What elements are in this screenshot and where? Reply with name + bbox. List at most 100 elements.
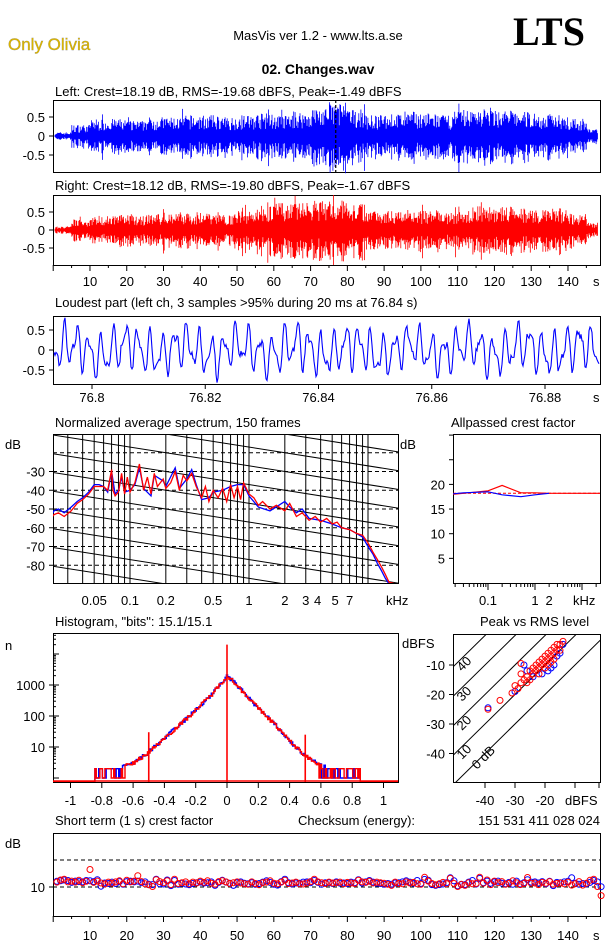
crest-point-left xyxy=(597,883,605,891)
crest-point-right xyxy=(597,892,605,900)
crest-point-right xyxy=(226,880,234,887)
time-axis-label: 70 xyxy=(303,274,317,289)
crest-line-label: 30 xyxy=(454,683,475,704)
peak-rms-ytick-label: -30 xyxy=(426,717,445,732)
crest-point-right xyxy=(53,878,61,886)
spectrum-xtick-label: 4 xyxy=(314,593,321,608)
album-title: Only Olivia xyxy=(8,35,91,54)
spectrum-xtick-label: 0.1 xyxy=(121,593,139,608)
loudest-part-signal xyxy=(53,317,600,383)
histogram-box xyxy=(53,633,399,783)
spectrum-pink-reference-line xyxy=(47,640,399,695)
crest-point-right xyxy=(64,878,72,886)
right-waveform-ytick-label: -0.5 xyxy=(23,241,45,256)
spectrum-ytick-label: -30 xyxy=(26,465,45,480)
crest-point-right xyxy=(354,876,362,884)
crest-point-right xyxy=(549,880,557,888)
crest-point-right xyxy=(266,877,274,885)
crest-point-left xyxy=(156,880,164,888)
time-axis-label: 120 xyxy=(484,274,506,289)
histogram-xtick-label: 1 xyxy=(380,793,387,808)
crest-point-right xyxy=(193,879,201,887)
crest-point-right xyxy=(527,879,535,887)
spectrum-ytick-label: -70 xyxy=(26,540,45,555)
time-axis-label: 30 xyxy=(156,274,170,289)
crest-point-right xyxy=(365,877,373,885)
crest-point-right xyxy=(104,878,112,886)
peak-rms-xtick-label: -40 xyxy=(476,793,495,808)
histogram-ytick-label: 1000 xyxy=(16,678,45,693)
time-axis-label: 140 xyxy=(557,274,579,289)
crest-point-right xyxy=(509,877,517,885)
crest-point-right xyxy=(215,878,223,886)
peak-rms-xtick-label: -20 xyxy=(536,793,555,808)
crest-axis-label: 20 xyxy=(120,928,134,943)
crest-point-right xyxy=(307,878,315,886)
histogram-xtick-label: -0.4 xyxy=(153,793,175,808)
crest-point-right xyxy=(237,879,245,887)
time-axis-label: 50 xyxy=(230,274,244,289)
loudest-part-ytick-label: 0.5 xyxy=(27,323,45,338)
crest-point-right xyxy=(178,879,186,887)
time-axis-label: 110 xyxy=(447,274,468,289)
crest-point-right xyxy=(57,876,65,884)
allpassed-ytick-label: 10 xyxy=(431,527,445,542)
crest-point-left xyxy=(524,876,531,884)
crest-point-right xyxy=(182,878,190,886)
crest-point-right xyxy=(340,880,348,888)
crest-point-right xyxy=(68,877,76,885)
crest-point-right xyxy=(391,878,399,886)
crest-point-right xyxy=(222,878,230,886)
time-axis-label: 60 xyxy=(267,274,281,289)
crest-point-right xyxy=(476,873,484,881)
crest-point-right xyxy=(369,879,377,887)
crest-point-right xyxy=(395,880,403,887)
crest-axis-label: 120 xyxy=(484,928,506,943)
crest-point-right xyxy=(259,879,267,887)
peak-rms-point-right xyxy=(517,670,525,678)
apclip-group xyxy=(453,484,600,498)
crest-point-right xyxy=(377,879,384,887)
peak-rms-ytick-label: -40 xyxy=(426,747,445,762)
crest-point-right xyxy=(244,880,252,888)
crest-point-right xyxy=(189,878,197,886)
allpassed-xtick-label: 2 xyxy=(546,593,553,608)
crest-point-right xyxy=(82,877,90,885)
spectrum-pink-reference-line xyxy=(47,622,399,677)
crest-point-right xyxy=(71,878,79,886)
crest-point-right xyxy=(443,880,451,888)
crest-point-right xyxy=(240,880,248,888)
histogram-series-left xyxy=(53,674,398,782)
crest-point-right xyxy=(424,877,432,885)
spectrum-pink-reference-line xyxy=(47,678,399,733)
crest-point-right xyxy=(446,874,454,882)
crest-point-right xyxy=(468,880,476,888)
checksum-label: Checksum (energy): xyxy=(298,813,415,828)
crest-point-right xyxy=(373,878,381,886)
crest-point-left xyxy=(149,881,156,889)
crest-axis-label: 110 xyxy=(447,928,468,943)
crest-title: Short term (1 s) crest factor xyxy=(55,813,214,828)
crest-point-right xyxy=(520,880,528,887)
crest-point-right xyxy=(553,880,561,887)
crest-point-right xyxy=(112,878,120,886)
histogram-xtick-label: 0.6 xyxy=(312,793,330,808)
crest-point-left xyxy=(204,879,212,887)
crest-point-right xyxy=(483,876,491,884)
crest-point-left xyxy=(399,878,406,886)
crest-point-right xyxy=(358,878,366,886)
crest-line-label: 0 dB xyxy=(469,743,499,773)
crest-point-right xyxy=(435,880,443,888)
loudest-part-title: Loudest part (left ch, 3 samples >95% du… xyxy=(55,295,417,310)
crest-axis-label: 50 xyxy=(230,928,244,943)
left-waveform-box xyxy=(53,100,601,173)
right-waveform-ytick-label: 0 xyxy=(38,223,45,238)
checksum-value: 151 531 411 028 024 xyxy=(478,813,600,828)
crest-point-right xyxy=(285,880,292,887)
crest-point-right xyxy=(90,878,98,886)
spectrum-pink-reference-line xyxy=(47,659,399,714)
crest-point-right xyxy=(204,877,212,885)
crest-axis-label: 10 xyxy=(83,928,97,943)
loudest-part-box xyxy=(53,316,601,385)
crest-point-right xyxy=(560,880,568,888)
